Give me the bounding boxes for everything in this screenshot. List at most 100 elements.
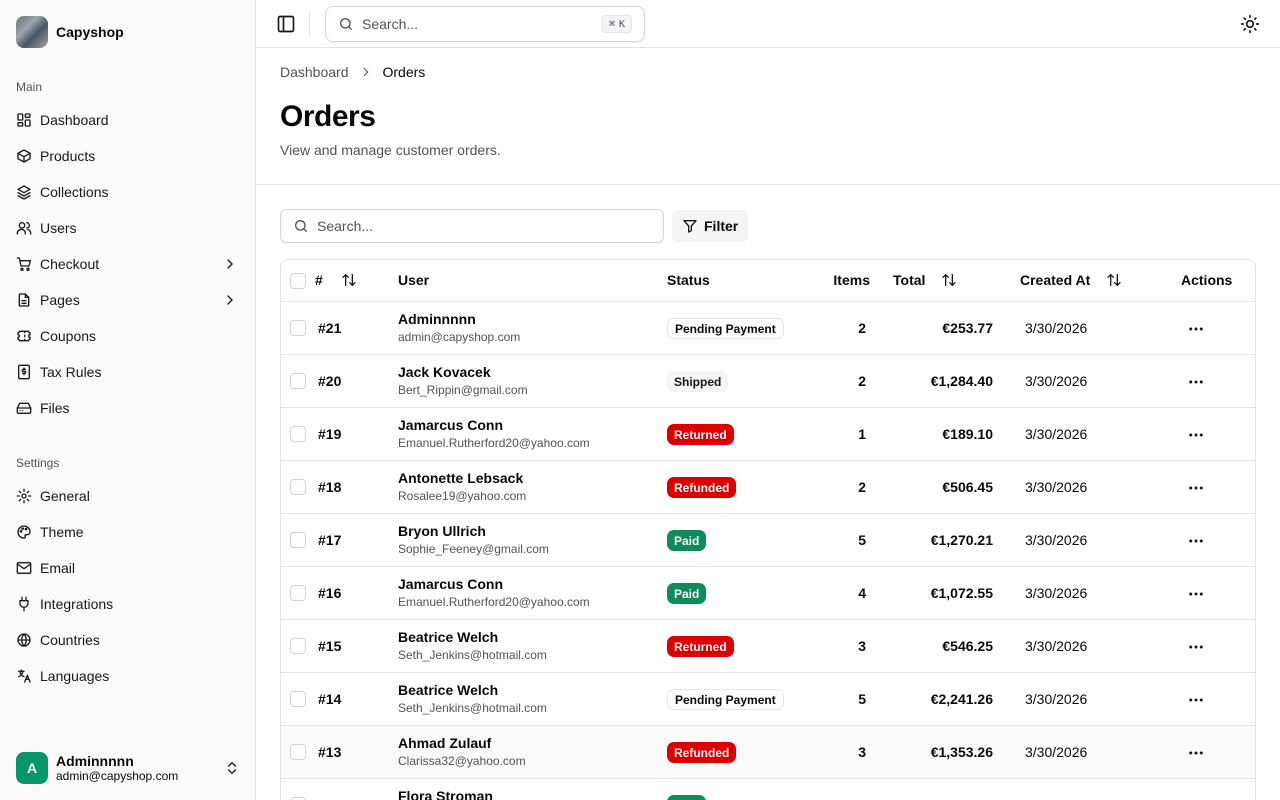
sidebar-item-checkout[interactable]: Checkout: [8, 246, 248, 282]
sidebar-item-countries[interactable]: Countries: [8, 622, 248, 658]
sidebar-item-coupons[interactable]: Coupons: [8, 318, 248, 354]
search-icon: [340, 18, 352, 30]
row-checkbox[interactable]: [290, 320, 306, 336]
sidebar-item-tax-rules[interactable]: Tax Rules: [8, 354, 248, 390]
palette-icon-wrap: [16, 524, 32, 540]
orders-search-input[interactable]: [317, 218, 637, 234]
chevron-right-icon: [227, 259, 233, 269]
breadcrumb-dashboard-link[interactable]: Dashboard: [280, 64, 349, 80]
shortcut-key: K: [618, 18, 625, 30]
chevron-right-icon: [363, 67, 369, 77]
receipt-icon-wrap: [16, 364, 32, 380]
more-horizontal-icon[interactable]: [1187, 426, 1205, 444]
customer-name: Beatrice Welch: [398, 629, 499, 645]
user-menu[interactable]: A Adminnnnn admin@capyshop.com: [16, 752, 240, 784]
more-horizontal-icon[interactable]: [1187, 479, 1205, 497]
table-row[interactable]: #15 Beatrice Welch Seth_Jenkins@hotmail.co…: [281, 620, 1255, 673]
sidebar-item-email[interactable]: Email: [8, 550, 248, 586]
created-date: 3/30/2026: [1025, 585, 1088, 601]
items-count: 3: [858, 744, 866, 760]
table-row[interactable]: #12 Flora Stroman Paid 1 €77.64 3/30/2026: [281, 779, 1255, 800]
sidebar-item-products[interactable]: Products: [8, 138, 248, 174]
row-checkbox[interactable]: [290, 638, 306, 654]
table-row[interactable]: #13 Ahmad Zulauf Clarissa32@yahoo.com Refun…: [281, 726, 1255, 779]
more-horizontal-icon[interactable]: [1187, 691, 1205, 709]
sort-icon[interactable]: [941, 272, 957, 288]
brand-logo: [16, 16, 48, 48]
receipt-icon: [18, 364, 30, 380]
sidebar-item-languages[interactable]: Languages: [8, 658, 248, 694]
sort-icon[interactable]: [1106, 272, 1122, 288]
table-row[interactable]: #16 Jamarcus Conn Emanuel.Rutherford20@yah…: [281, 567, 1255, 620]
sidebar-item-pages[interactable]: Pages: [8, 282, 248, 318]
settings-nav: General Theme Email Integrations Countries La…: [8, 478, 248, 694]
dashboard-icon-wrap: [16, 112, 32, 128]
sidebar-item-dashboard[interactable]: Dashboard: [8, 102, 248, 138]
order-total: €1,072.55: [930, 585, 993, 601]
row-checkbox[interactable]: [290, 691, 306, 707]
column-header-total[interactable]: Total: [893, 272, 957, 288]
ticket-icon-wrap: [16, 328, 32, 344]
sidebar-item-users[interactable]: Users: [8, 210, 248, 246]
order-id: #14: [318, 691, 342, 707]
brand-name: Capyshop: [56, 24, 124, 40]
column-header-created[interactable]: Created At: [1020, 272, 1122, 288]
row-checkbox[interactable]: [290, 585, 306, 601]
brand[interactable]: Capyshop: [16, 16, 124, 48]
more-horizontal-icon[interactable]: [1187, 744, 1205, 762]
plug-icon: [19, 596, 29, 612]
sidebar-toggle-icon[interactable]: [276, 14, 296, 34]
more-horizontal-icon[interactable]: [1187, 320, 1205, 338]
table-row[interactable]: #18 Antonette Lebsack Rosalee19@yahoo.com R…: [281, 461, 1255, 514]
status-badge: Paid: [667, 530, 707, 551]
items-count: 3: [858, 638, 866, 654]
table-row[interactable]: #17 Bryon Ullrich Sophie_Feeney@gmail.com P…: [281, 514, 1255, 567]
sidebar-item-integrations[interactable]: Integrations: [8, 586, 248, 622]
sun-icon[interactable]: [1240, 14, 1260, 34]
row-checkbox[interactable]: [290, 426, 306, 442]
sidebar-item-theme[interactable]: Theme: [8, 514, 248, 550]
more-horizontal-icon[interactable]: [1187, 638, 1205, 656]
sidebar-item-label: Files: [40, 400, 70, 416]
column-header-id[interactable]: #: [315, 272, 357, 288]
hard-drive-icon: [16, 402, 32, 414]
more-horizontal-icon[interactable]: [1187, 532, 1205, 550]
table-header: # User Status Items Total Created At Act…: [281, 260, 1255, 302]
column-header-id-label: #: [315, 272, 323, 288]
main-nav: Dashboard Products Collections Users Checkou…: [8, 102, 248, 426]
created-date: 3/30/2026: [1025, 532, 1088, 548]
order-total: €1,284.40: [930, 373, 993, 389]
sort-icon[interactable]: [341, 272, 357, 288]
row-checkbox[interactable]: [290, 479, 306, 495]
sidebar-item-label: General: [40, 488, 90, 504]
table-row[interactable]: #21 Adminnnnn admin@capyshop.com Pending Pa…: [281, 302, 1255, 355]
order-total: €2,241.26: [930, 691, 993, 707]
table-row[interactable]: #14 Beatrice Welch Seth_Jenkins@hotmail.co…: [281, 673, 1255, 726]
global-search-placeholder: Search...: [362, 16, 419, 32]
palette-icon: [17, 525, 31, 539]
more-horizontal-icon[interactable]: [1187, 373, 1205, 391]
chevrons-up-down-icon[interactable]: [224, 760, 240, 776]
sidebar-item-files[interactable]: Files: [8, 390, 248, 426]
sidebar-item-collections[interactable]: Collections: [8, 174, 248, 210]
row-checkbox[interactable]: [290, 744, 306, 760]
row-checkbox[interactable]: [290, 532, 306, 548]
more-horizontal-icon[interactable]: [1187, 585, 1205, 603]
column-header-actions: Actions: [1181, 272, 1233, 288]
table-row[interactable]: #19 Jamarcus Conn Emanuel.Rutherford20@yah…: [281, 408, 1255, 461]
gear-icon-wrap: [16, 488, 32, 504]
row-checkbox[interactable]: [290, 373, 306, 389]
row-checkbox[interactable]: [290, 797, 306, 800]
global-search[interactable]: Search... ⌘ K: [325, 6, 645, 42]
status-badge: Refunded: [667, 477, 737, 498]
customer-name: Beatrice Welch: [398, 682, 499, 698]
sidebar-item-general[interactable]: General: [8, 478, 248, 514]
customer-email: Seth_Jenkins@hotmail.com: [398, 701, 547, 715]
items-count: 5: [858, 532, 866, 548]
table-row[interactable]: #20 Jack Kovacek Bert_Rippin@gmail.com Ship…: [281, 355, 1255, 408]
customer-name: Jamarcus Conn: [398, 576, 504, 592]
filter-button[interactable]: Filter: [672, 210, 749, 242]
sidebar-item-label: Collections: [40, 184, 109, 200]
user-name: Adminnnnn: [56, 753, 134, 769]
select-all-checkbox[interactable]: [290, 273, 306, 289]
